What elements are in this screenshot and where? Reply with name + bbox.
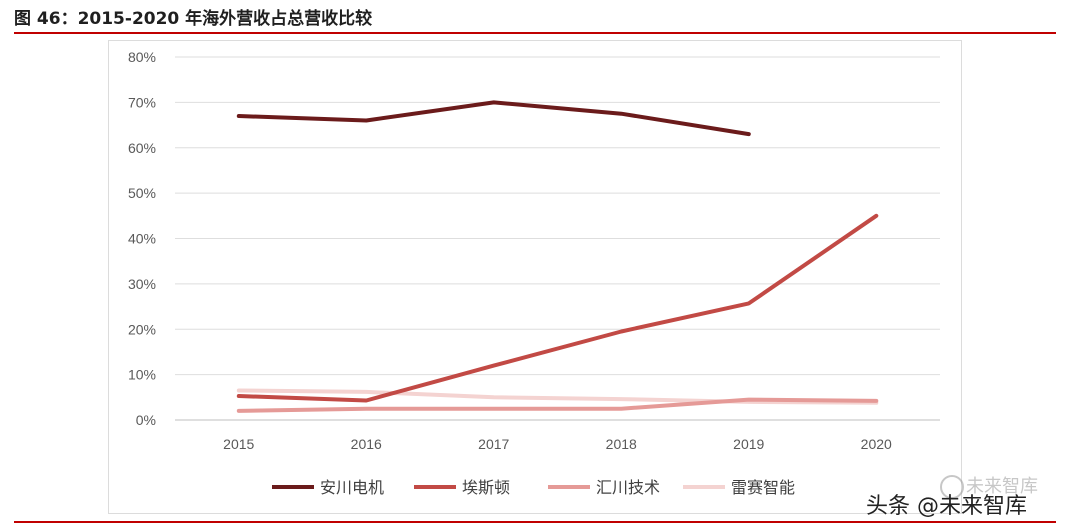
- series-line-3: [236, 397, 879, 413]
- x-tick-label: 2016: [351, 436, 382, 452]
- x-tick-label: 2020: [861, 436, 892, 452]
- y-axis-ticks: 0% 10% 20% 30% 40% 50% 60% 70% 80%: [128, 49, 156, 428]
- y-tick-label: 20%: [128, 321, 156, 337]
- watermark-faint: 未来智库: [940, 472, 1038, 499]
- legend-label: 汇川技术: [596, 478, 660, 497]
- x-axis-ticks: 2015 2016 2017 2018 2019 2020: [223, 436, 892, 452]
- x-tick-label: 2019: [733, 436, 764, 452]
- series-line-2: [236, 213, 879, 403]
- series-lines: [236, 100, 879, 413]
- legend-label: 埃斯顿: [462, 478, 510, 497]
- x-tick-label: 2015: [223, 436, 254, 452]
- watermark-main: 头条 @未来智库: [866, 494, 1027, 519]
- watermark-faint-text: 未来智库: [966, 476, 1038, 497]
- y-tick-label: 60%: [128, 140, 156, 156]
- y-tick-label: 0%: [136, 412, 156, 428]
- x-tick-label: 2018: [606, 436, 637, 452]
- legend-label: 雷赛智能: [731, 478, 795, 497]
- series-line-1: [236, 100, 751, 137]
- y-tick-label: 10%: [128, 367, 156, 383]
- y-tick-label: 30%: [128, 276, 156, 292]
- y-tick-label: 40%: [128, 231, 156, 247]
- chart-frame: [108, 40, 962, 514]
- y-tick-label: 70%: [128, 94, 156, 110]
- top-divider: [14, 32, 1056, 34]
- y-tick-label: 50%: [128, 185, 156, 201]
- series-line-4: [236, 388, 879, 405]
- gridlines: [175, 56, 940, 421]
- y-tick-label: 80%: [128, 49, 156, 65]
- bottom-divider: [14, 521, 1056, 523]
- figure-title: 图 46：2015-2020 年海外营收占总营收比较: [14, 9, 373, 29]
- watermark-logo-icon: [940, 475, 964, 499]
- legend: 安川电机 埃斯顿 汇川技术 雷赛智能: [272, 478, 795, 497]
- x-tick-label: 2017: [478, 436, 509, 452]
- legend-label: 安川电机: [320, 478, 384, 497]
